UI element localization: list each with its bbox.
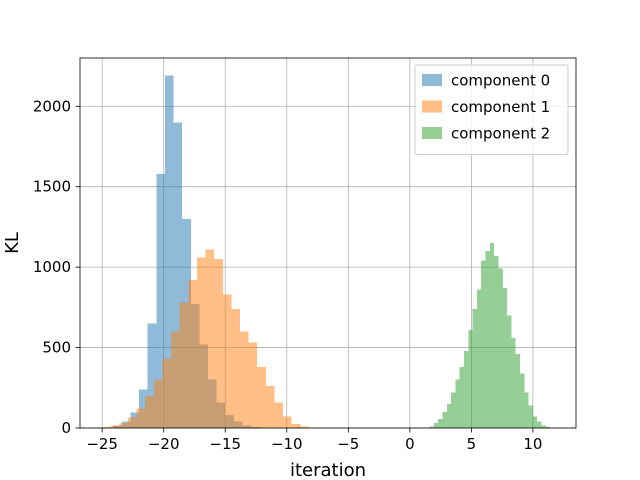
histogram-bar [173,122,183,428]
histogram-bar [179,302,189,428]
x-tick-label: −25 [86,435,118,453]
histogram-bar [494,255,499,428]
histogram-bar [528,405,533,428]
histogram-bar [171,331,180,428]
histogram-bar [489,243,495,428]
histogram-bar [162,358,172,428]
histogram-bar [515,354,520,428]
y-axis-label: KL [2,232,23,254]
histogram-bar [147,323,157,428]
legend: component 0 component 1 component 2 [414,64,569,155]
x-tick-label: −5 [337,435,359,453]
histogram-bar [188,280,197,428]
x-axis-label: iteration [290,460,366,480]
histogram-bar [459,366,464,428]
y-tick-label: 1000 [33,258,71,276]
histogram-bar [429,426,434,428]
histogram-bar [265,386,275,428]
histogram-bar [464,350,469,428]
histogram-bar [145,395,154,428]
histogram-bar [214,259,223,428]
x-tick-label: 0 [405,435,415,453]
y-tick-label: 2000 [33,97,71,115]
histogram-bar [196,257,206,428]
histogram-bar [524,392,529,428]
x-tick-label: −20 [148,435,180,453]
histogram-bar [248,342,258,428]
y-tick-label: 1500 [33,178,71,196]
series-1 [102,249,309,428]
legend-label: component 1 [451,98,550,116]
histogram-bar [231,308,240,428]
histogram-bar [119,423,128,428]
histogram-bar [472,308,477,428]
histogram-bar [110,425,120,428]
x-tick-label: 5 [467,435,477,453]
histogram-bar [511,337,516,428]
axes: −25 −20 −15 −10 −5 0 5 10 0 500 1000 1500 2000 [33,57,577,453]
histogram-bar [442,411,447,428]
histogram-bar [433,423,439,428]
histogram-bar [102,427,111,428]
histogram-bar [498,268,503,428]
histogram-bar [468,329,473,428]
legend-swatch [422,100,442,113]
histogram-bar [541,425,546,428]
histogram-bar [283,416,292,428]
histogram-bar [164,75,174,429]
series-2 [429,243,551,428]
histogram-bar [205,249,215,428]
histogram-bar [481,260,486,428]
legend-label: component 2 [451,125,550,143]
legend-frame [414,64,569,155]
histogram-bar [153,379,163,428]
histogram-bars [102,75,551,429]
histogram-bar [545,427,551,428]
legend-label: component 0 [451,72,550,90]
histogram-bar [222,294,232,428]
histogram-bar [136,408,146,428]
histogram-bar [537,421,542,428]
histogram-bar [274,402,284,428]
histogram-bar [156,173,165,428]
x-tick-label: 10 [523,435,542,453]
legend-swatch [422,127,442,139]
y-tick-label: 500 [42,339,71,357]
y-tick-label: 0 [61,419,71,437]
histogram-bar [532,416,538,428]
histogram-bar [485,251,490,428]
histogram-bar [128,417,137,428]
histogram-bar [476,289,482,428]
histogram-bar [240,331,249,428]
histogram-bar [507,315,512,428]
histogram-bar [438,419,443,428]
histogram-bar [291,423,301,428]
histogram-bar [520,373,525,428]
histogram-bar [446,403,452,428]
legend-swatch [422,74,442,86]
histogram-bar [257,366,266,428]
x-tick-label: −10 [271,435,303,453]
plot-frame [79,57,577,429]
histogram-bar [451,392,456,428]
histogram-bar [300,426,309,428]
histogram-bar [455,379,460,428]
histogram-bar [502,288,508,428]
x-tick-label: −15 [209,435,241,453]
